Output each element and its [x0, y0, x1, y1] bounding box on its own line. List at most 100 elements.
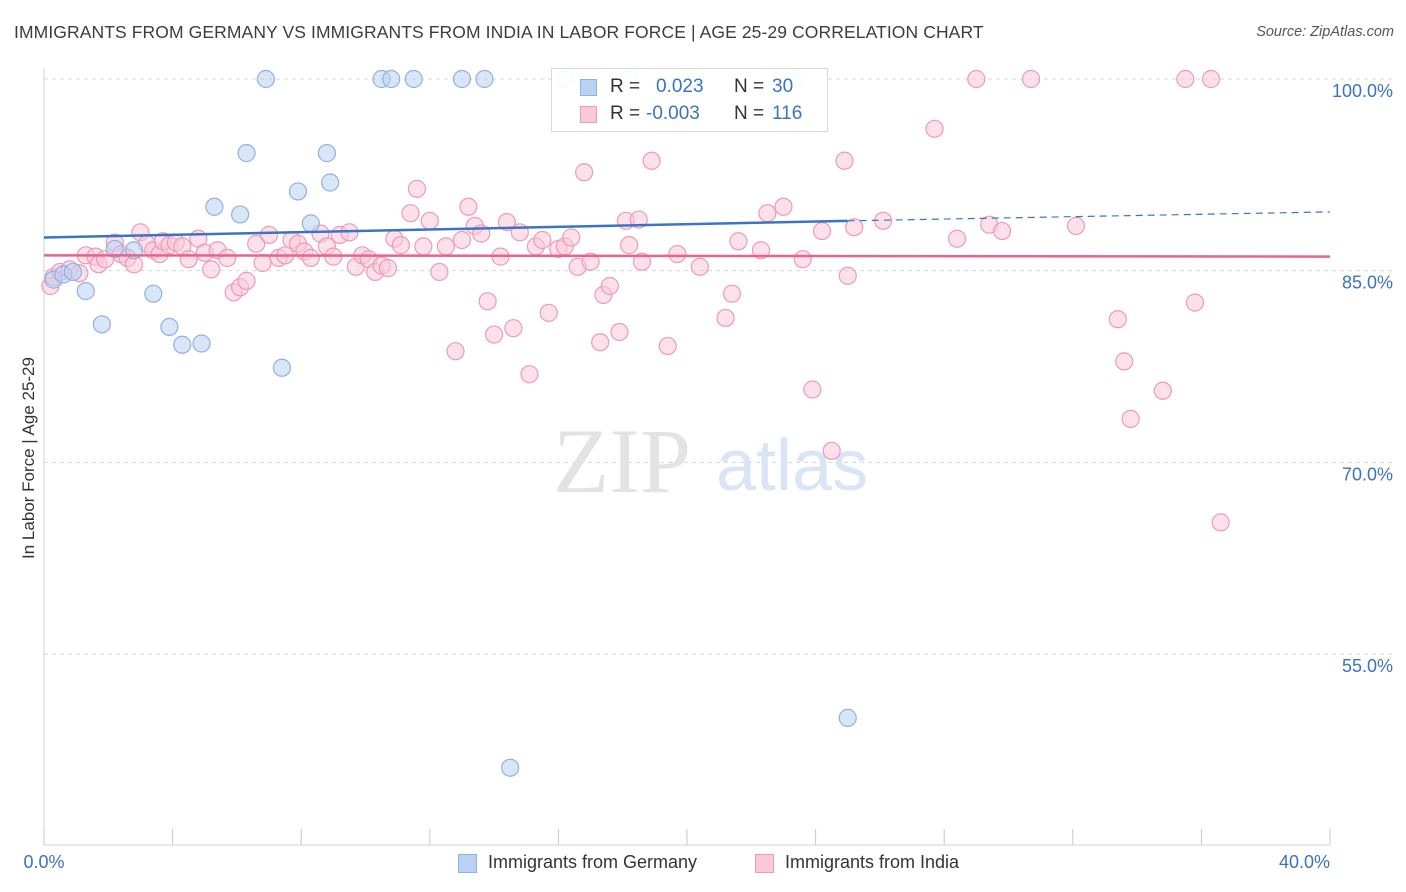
- germany-point: [231, 205, 250, 224]
- india-point: [947, 229, 967, 248]
- india-point: [539, 303, 558, 322]
- germany-point: [160, 317, 179, 336]
- y-tick-label: 100.0%: [1332, 81, 1393, 101]
- india-point: [774, 197, 793, 216]
- india-point: [430, 262, 449, 282]
- germany-point: [288, 182, 308, 201]
- india-point: [452, 230, 472, 250]
- india-point: [793, 250, 812, 269]
- india-point: [812, 221, 832, 241]
- india-point: [992, 221, 1012, 241]
- india-point: [414, 237, 433, 256]
- india-point: [575, 163, 594, 182]
- grid: [44, 78, 1395, 655]
- india-point: [533, 230, 552, 250]
- germany-point: [92, 315, 111, 334]
- india-point: [202, 260, 221, 279]
- legend-swatch-india: [580, 106, 597, 123]
- india-point: [1211, 513, 1230, 532]
- germany-point: [838, 708, 857, 727]
- watermark: ZIP atlas: [553, 410, 868, 512]
- india-point: [401, 204, 420, 223]
- india-point: [722, 284, 742, 303]
- india-point: [1153, 381, 1172, 400]
- india-trend-line: [43, 254, 1331, 258]
- india-point: [1201, 69, 1221, 89]
- india-point: [179, 250, 198, 269]
- india-point: [247, 234, 266, 253]
- india-point: [751, 241, 771, 260]
- y-tick-label: 70.0%: [1342, 464, 1393, 484]
- germany-point: [501, 758, 520, 777]
- india-point: [562, 228, 581, 247]
- germany-trend-line: [43, 219, 848, 239]
- legend-row-germany: R = 0.023 N = 30: [552, 73, 827, 101]
- india-point: [459, 197, 478, 216]
- india-point: [642, 151, 661, 170]
- y-axis-title: In Labor Force | Age 25-29: [19, 357, 38, 559]
- y-tick-label: 85.0%: [1342, 273, 1393, 293]
- germany-point: [76, 282, 95, 301]
- india-point: [478, 292, 497, 311]
- watermark-zip: ZIP: [553, 410, 691, 512]
- india-point: [838, 266, 857, 285]
- germany-point: [237, 144, 256, 163]
- india-point: [822, 441, 841, 460]
- trend-lines: [43, 211, 1331, 258]
- india-point: [610, 322, 629, 342]
- legend-n-label: N =: [734, 103, 765, 124]
- germany-point: [105, 239, 124, 259]
- india-point: [925, 119, 944, 138]
- india-point: [620, 236, 639, 255]
- germany-point: [317, 144, 337, 163]
- germany-point: [272, 358, 292, 377]
- legend-row-india: R = -0.003 N = 116: [552, 100, 827, 128]
- india-point: [658, 336, 677, 356]
- germany-point: [475, 69, 494, 89]
- legend-n-value-india: 116: [772, 103, 803, 124]
- india-point: [1066, 216, 1086, 236]
- india-point: [1185, 293, 1205, 312]
- chart-title: IMMIGRANTS FROM GERMANY VS IMMIGRANTS FR…: [14, 22, 984, 42]
- india-point: [420, 211, 439, 230]
- india-point: [845, 218, 864, 237]
- india-point: [1021, 69, 1041, 89]
- india-point: [835, 151, 854, 170]
- india-point: [690, 257, 709, 276]
- india-point: [600, 276, 619, 296]
- india-point: [520, 365, 539, 384]
- germany-point: [205, 197, 224, 216]
- india-point: [218, 248, 237, 267]
- germany-point: [404, 69, 423, 89]
- germany-point: [301, 214, 320, 233]
- bottom-legend-india: Immigrants from India: [755, 851, 1015, 877]
- india-point: [407, 179, 427, 198]
- india-point: [1108, 310, 1127, 329]
- legend-r-value-india: -0.003: [646, 103, 700, 124]
- bottom-legend-label-india: Immigrants from India: [785, 852, 960, 872]
- india-point: [668, 244, 687, 264]
- germany-point: [192, 334, 211, 353]
- india-point: [446, 342, 465, 361]
- legend-n-label: N =: [734, 76, 765, 97]
- germany-point: [256, 69, 275, 89]
- legend-swatch-germany: [580, 79, 597, 96]
- germany-point: [452, 69, 472, 89]
- germany-point: [173, 335, 192, 354]
- germany-point: [144, 284, 163, 303]
- india-point: [803, 380, 822, 399]
- india-point: [259, 225, 279, 244]
- watermark-atlas: atlas: [716, 426, 868, 506]
- bottom-legend-swatch-india: [755, 854, 774, 873]
- x-tick-label-left: 0.0%: [23, 852, 64, 872]
- india-point: [485, 325, 504, 344]
- correlation-legend: R = 0.023 N = 30 R = -0.003 N = 116: [551, 68, 828, 132]
- germany-trend-extension: [847, 211, 1331, 222]
- legend-r-value-germany: 0.023: [656, 76, 704, 97]
- india-point: [237, 271, 256, 290]
- germany-point: [382, 69, 401, 89]
- legend-r-label: R =: [610, 103, 641, 124]
- x-tick-label-right: 40.0%: [1279, 852, 1330, 872]
- india-point: [1176, 69, 1195, 89]
- india-point: [629, 210, 648, 229]
